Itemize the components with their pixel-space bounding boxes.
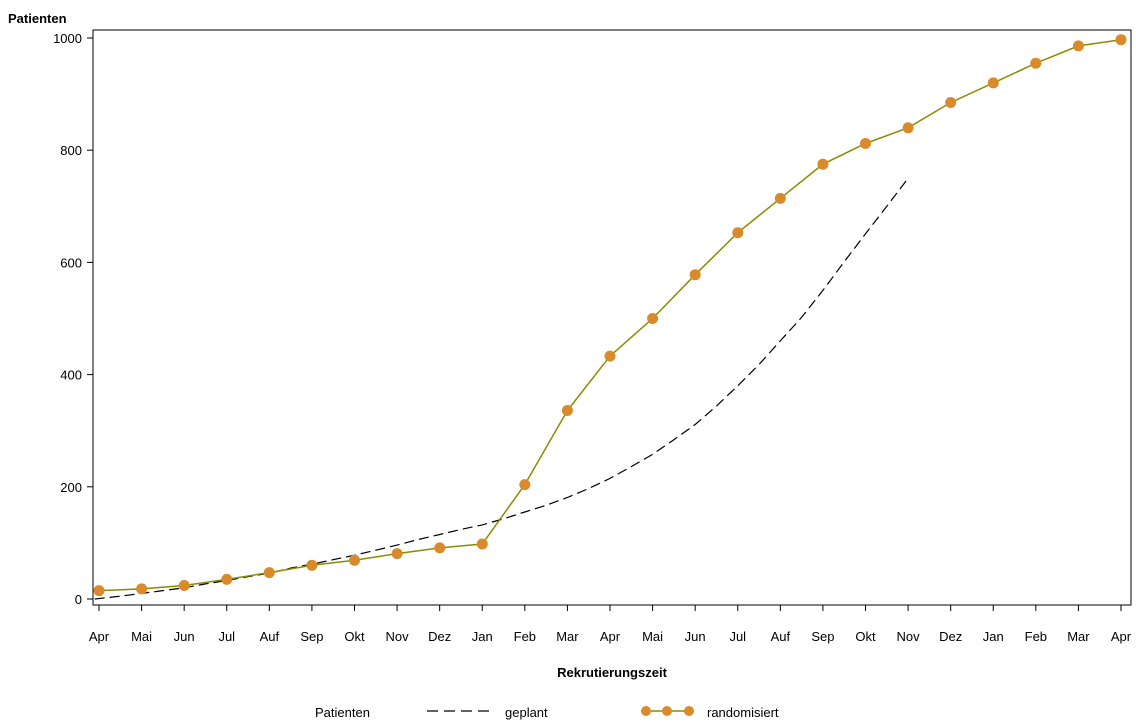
data-point-randomisiert bbox=[1115, 34, 1127, 46]
legend-randomisiert-marker bbox=[684, 706, 694, 716]
x-tick-label: Apr bbox=[89, 629, 110, 644]
x-tick-label: Apr bbox=[1111, 629, 1132, 644]
legend: Patienten geplant randomisiert bbox=[315, 705, 779, 720]
x-tick-label: Jul bbox=[218, 629, 235, 644]
x-tick-label: Jun bbox=[174, 629, 195, 644]
data-point-randomisiert bbox=[263, 567, 275, 579]
legend-randomisiert-label: randomisiert bbox=[707, 705, 779, 720]
data-point-randomisiert bbox=[647, 313, 659, 324]
data-point-randomisiert bbox=[774, 192, 786, 204]
y-tick-label: 1000 bbox=[53, 31, 82, 46]
series-layer bbox=[93, 34, 1127, 600]
data-point-randomisiert bbox=[349, 554, 360, 566]
x-tick-label: Apr bbox=[600, 629, 621, 644]
y-tick-label: 0 bbox=[75, 592, 82, 607]
x-tick-label: Feb bbox=[1025, 629, 1047, 644]
x-tick-label: Okt bbox=[855, 629, 876, 644]
data-point-randomisiert bbox=[561, 405, 573, 416]
x-tick-label: Jan bbox=[983, 629, 1004, 644]
data-point-randomisiert bbox=[178, 580, 190, 591]
y-tick-label: 600 bbox=[60, 255, 82, 270]
x-tick-label: Mai bbox=[131, 629, 152, 644]
x-tick-label: Jul bbox=[729, 629, 746, 644]
x-tick-label: Okt bbox=[344, 629, 365, 644]
legend-title: Patienten bbox=[315, 705, 370, 720]
data-point-randomisiert bbox=[1030, 57, 1042, 69]
x-tick-label: Dez bbox=[939, 629, 962, 644]
plot-frame bbox=[92, 29, 1132, 606]
data-point-randomisiert bbox=[689, 269, 701, 281]
y-tick-label: 200 bbox=[60, 480, 82, 495]
data-point-randomisiert bbox=[1072, 40, 1084, 52]
x-tick-label: Auf bbox=[260, 629, 280, 644]
data-point-randomisiert bbox=[391, 548, 403, 560]
x-tick-label: Mar bbox=[1067, 629, 1090, 644]
data-point-randomisiert bbox=[945, 97, 957, 108]
x-tick-label: Auf bbox=[771, 629, 791, 644]
x-tick-label: Dez bbox=[428, 629, 451, 644]
data-point-randomisiert bbox=[732, 227, 744, 239]
legend-randomisiert-marker bbox=[641, 706, 651, 716]
x-tick-label: Sep bbox=[300, 629, 323, 644]
x-axis: Apr Mai Jun Jul Auf Sep Okt Nov Dez Jan Feb Mar Apr M… bbox=[89, 605, 1132, 644]
data-point-randomisiert bbox=[604, 350, 616, 362]
y-tick-label: 400 bbox=[60, 368, 82, 383]
data-point-randomisiert bbox=[93, 585, 105, 597]
legend-geplant-label: geplant bbox=[505, 705, 548, 720]
data-point-randomisiert bbox=[306, 559, 318, 571]
legend-randomisiert-marker bbox=[662, 706, 672, 716]
x-tick-label: Jun bbox=[685, 629, 706, 644]
data-point-randomisiert bbox=[434, 542, 446, 554]
y-axis-title: Patienten bbox=[8, 11, 67, 26]
x-tick-label: Feb bbox=[514, 629, 536, 644]
x-tick-label: Sep bbox=[811, 629, 834, 644]
data-point-randomisiert bbox=[902, 122, 914, 134]
data-point-randomisiert bbox=[476, 538, 488, 550]
data-point-randomisiert bbox=[221, 573, 233, 585]
y-axis: 0 200 400 600 800 1000 bbox=[53, 31, 93, 607]
x-tick-label: Jan bbox=[472, 629, 493, 644]
x-tick-label: Nov bbox=[386, 629, 410, 644]
x-axis-title: Rekrutierungszeit bbox=[557, 665, 667, 680]
x-tick-label: Nov bbox=[897, 629, 921, 644]
data-point-randomisiert bbox=[136, 583, 148, 595]
data-point-randomisiert bbox=[519, 479, 531, 491]
series-line-randomisiert bbox=[98, 38, 1122, 592]
x-tick-label: Mar bbox=[556, 629, 579, 644]
data-point-randomisiert bbox=[987, 77, 999, 89]
y-tick-label: 800 bbox=[60, 143, 82, 158]
data-point-randomisiert bbox=[860, 138, 871, 149]
x-tick-label: Mai bbox=[642, 629, 663, 644]
series-line-geplant bbox=[94, 177, 909, 600]
data-point-randomisiert bbox=[817, 158, 829, 170]
